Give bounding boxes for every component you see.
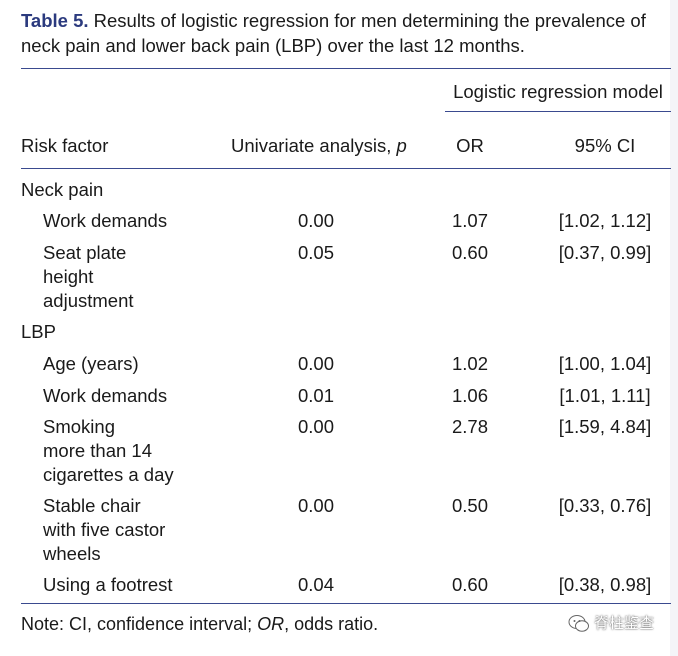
or-cell: 0.50 <box>451 495 488 516</box>
note-suffix: , odds ratio. <box>284 614 379 634</box>
risk-factor-cell: Stable chair <box>43 495 141 516</box>
risk-factor-cell-cont: with five castor <box>43 519 166 540</box>
table-note: Note: CI, confidence interval; OR, odds … <box>21 612 378 636</box>
group-header-rule <box>445 111 671 112</box>
p-value-cell: 0.00 <box>297 416 334 437</box>
header-univariate-p: p <box>396 135 407 156</box>
p-value-cell: 0.01 <box>297 385 334 406</box>
risk-factor-cell-cont: cigarettes a day <box>43 464 174 485</box>
ci-cell: [1.02, 1.12] <box>558 210 652 231</box>
note-or-abbrev: OR <box>257 614 285 634</box>
table-label: Table 5. <box>21 10 89 31</box>
header-univariate-label: Univariate analysis, <box>231 135 397 156</box>
risk-factor-cell-cont: height <box>43 266 94 287</box>
or-cell: 0.60 <box>451 574 488 595</box>
risk-factor-cell: Using a footrest <box>43 574 173 595</box>
ci-cell: [0.37, 0.99] <box>558 242 652 263</box>
or-cell: 1.06 <box>451 385 488 406</box>
or-cell: 2.78 <box>451 416 488 437</box>
watermark-text: 脊柱鉴查 <box>594 615 655 632</box>
p-value-cell: 0.04 <box>297 574 334 595</box>
p-value-cell: 0.00 <box>297 353 334 374</box>
p-value-cell: 0.00 <box>297 210 334 231</box>
ci-cell: [1.59, 4.84] <box>558 416 652 437</box>
risk-factor-cell-cont: wheels <box>43 543 101 564</box>
risk-factor-cell: Work demands <box>43 385 168 406</box>
section-title-neck-pain: Neck pain <box>21 179 104 200</box>
risk-factor-cell-cont: adjustment <box>43 290 134 311</box>
p-value-cell: 0.00 <box>297 495 334 516</box>
caption-text-line1: Results of logistic regression for men d… <box>93 10 646 31</box>
header-univariate: Univariate analysis, p <box>231 134 407 158</box>
table-caption: Table 5. Results of logistic regression … <box>21 8 671 58</box>
section-title-lbp: LBP <box>21 321 56 342</box>
bottom-rule <box>21 603 671 604</box>
header-or: OR <box>456 135 484 156</box>
or-cell: 0.60 <box>451 242 488 263</box>
risk-factor-cell: Smoking <box>43 416 115 437</box>
wechat-icon <box>568 615 589 632</box>
caption-text-line2: neck pain and lower back pain (LBP) over… <box>21 35 525 56</box>
risk-factor-cell: Seat plate <box>43 242 127 263</box>
risk-factor-cell: Work demands <box>43 210 168 231</box>
header-risk-factor: Risk factor <box>21 135 109 156</box>
header-rule <box>21 168 671 169</box>
risk-factor-cell-cont: more than 14 <box>43 440 153 461</box>
ci-cell: [1.01, 1.11] <box>559 385 651 406</box>
p-value-cell: 0.05 <box>297 242 334 263</box>
or-cell: 1.07 <box>451 210 488 231</box>
page-edge-strip <box>670 0 678 656</box>
ci-cell: [1.00, 1.04] <box>558 353 652 374</box>
risk-factor-cell: Age (years) <box>43 353 139 374</box>
header-ci: 95% CI <box>574 135 636 156</box>
ci-cell: [0.38, 0.98] <box>558 574 652 595</box>
ci-cell: [0.33, 0.76] <box>558 495 652 516</box>
note-prefix: Note: CI, confidence interval; <box>21 614 258 634</box>
header-logistic-group: Logistic regression model <box>453 81 663 102</box>
top-rule <box>21 68 671 69</box>
or-cell: 1.02 <box>451 353 488 374</box>
